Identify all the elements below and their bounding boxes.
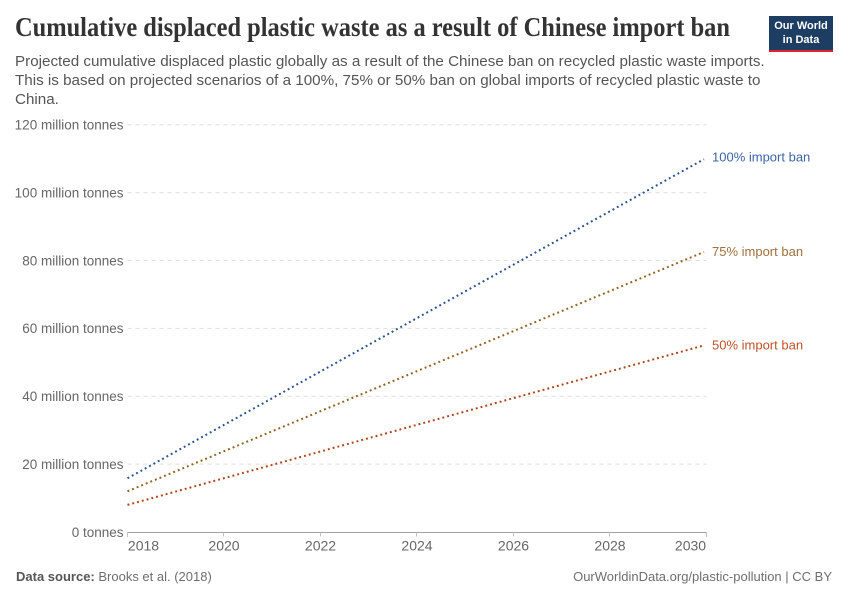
svg-text:60 million tonnes: 60 million tonnes (22, 321, 124, 336)
svg-text:75% import ban: 75% import ban (712, 244, 803, 259)
svg-text:2024: 2024 (401, 538, 432, 554)
svg-text:0 tonnes: 0 tonnes (72, 525, 124, 540)
svg-text:40 million tonnes: 40 million tonnes (22, 389, 124, 404)
svg-text:100% import ban: 100% import ban (712, 150, 810, 165)
svg-text:2030: 2030 (675, 538, 706, 554)
svg-text:120 million tonnes: 120 million tonnes (15, 118, 124, 133)
svg-text:2028: 2028 (594, 538, 625, 554)
svg-text:50% import ban: 50% import ban (712, 338, 803, 353)
svg-text:100 million tonnes: 100 million tonnes (15, 186, 124, 201)
svg-text:2022: 2022 (305, 538, 336, 554)
svg-text:20 million tonnes: 20 million tonnes (22, 457, 124, 472)
svg-text:2026: 2026 (498, 538, 529, 554)
svg-text:2020: 2020 (208, 538, 239, 554)
svg-text:2018: 2018 (128, 538, 159, 554)
svg-text:80 million tonnes: 80 million tonnes (22, 253, 124, 268)
